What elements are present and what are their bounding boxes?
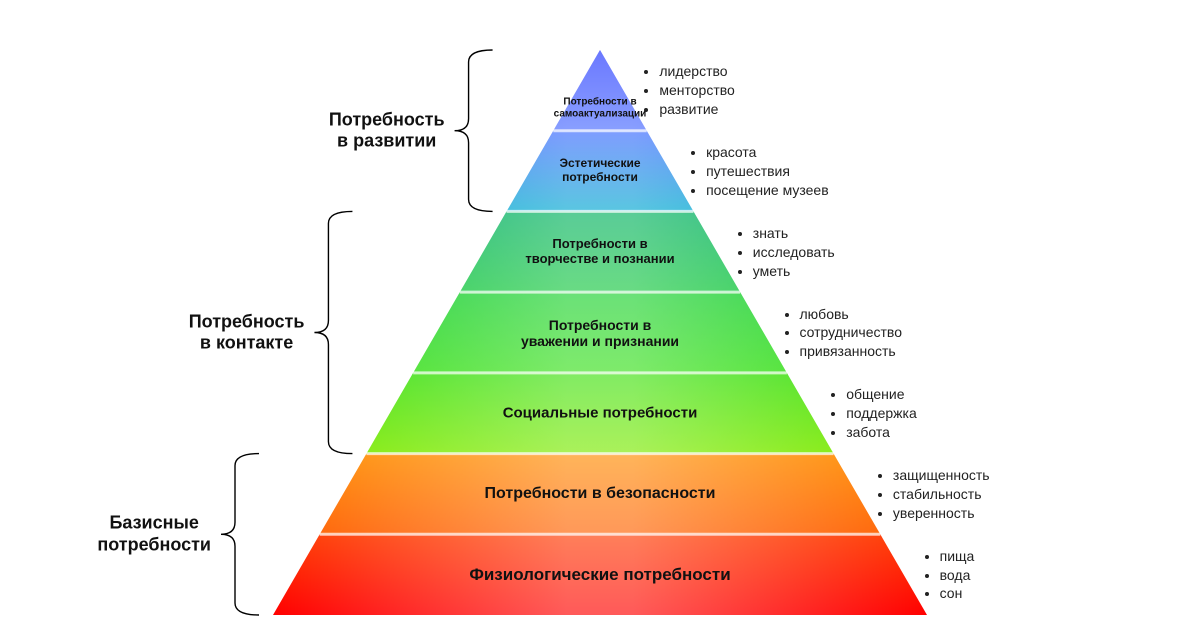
group-label-basic: Базисные потребности bbox=[97, 513, 211, 556]
maslow-pyramid-diagram: Потребности в самоактуализацииЭстетическ… bbox=[0, 0, 1200, 628]
